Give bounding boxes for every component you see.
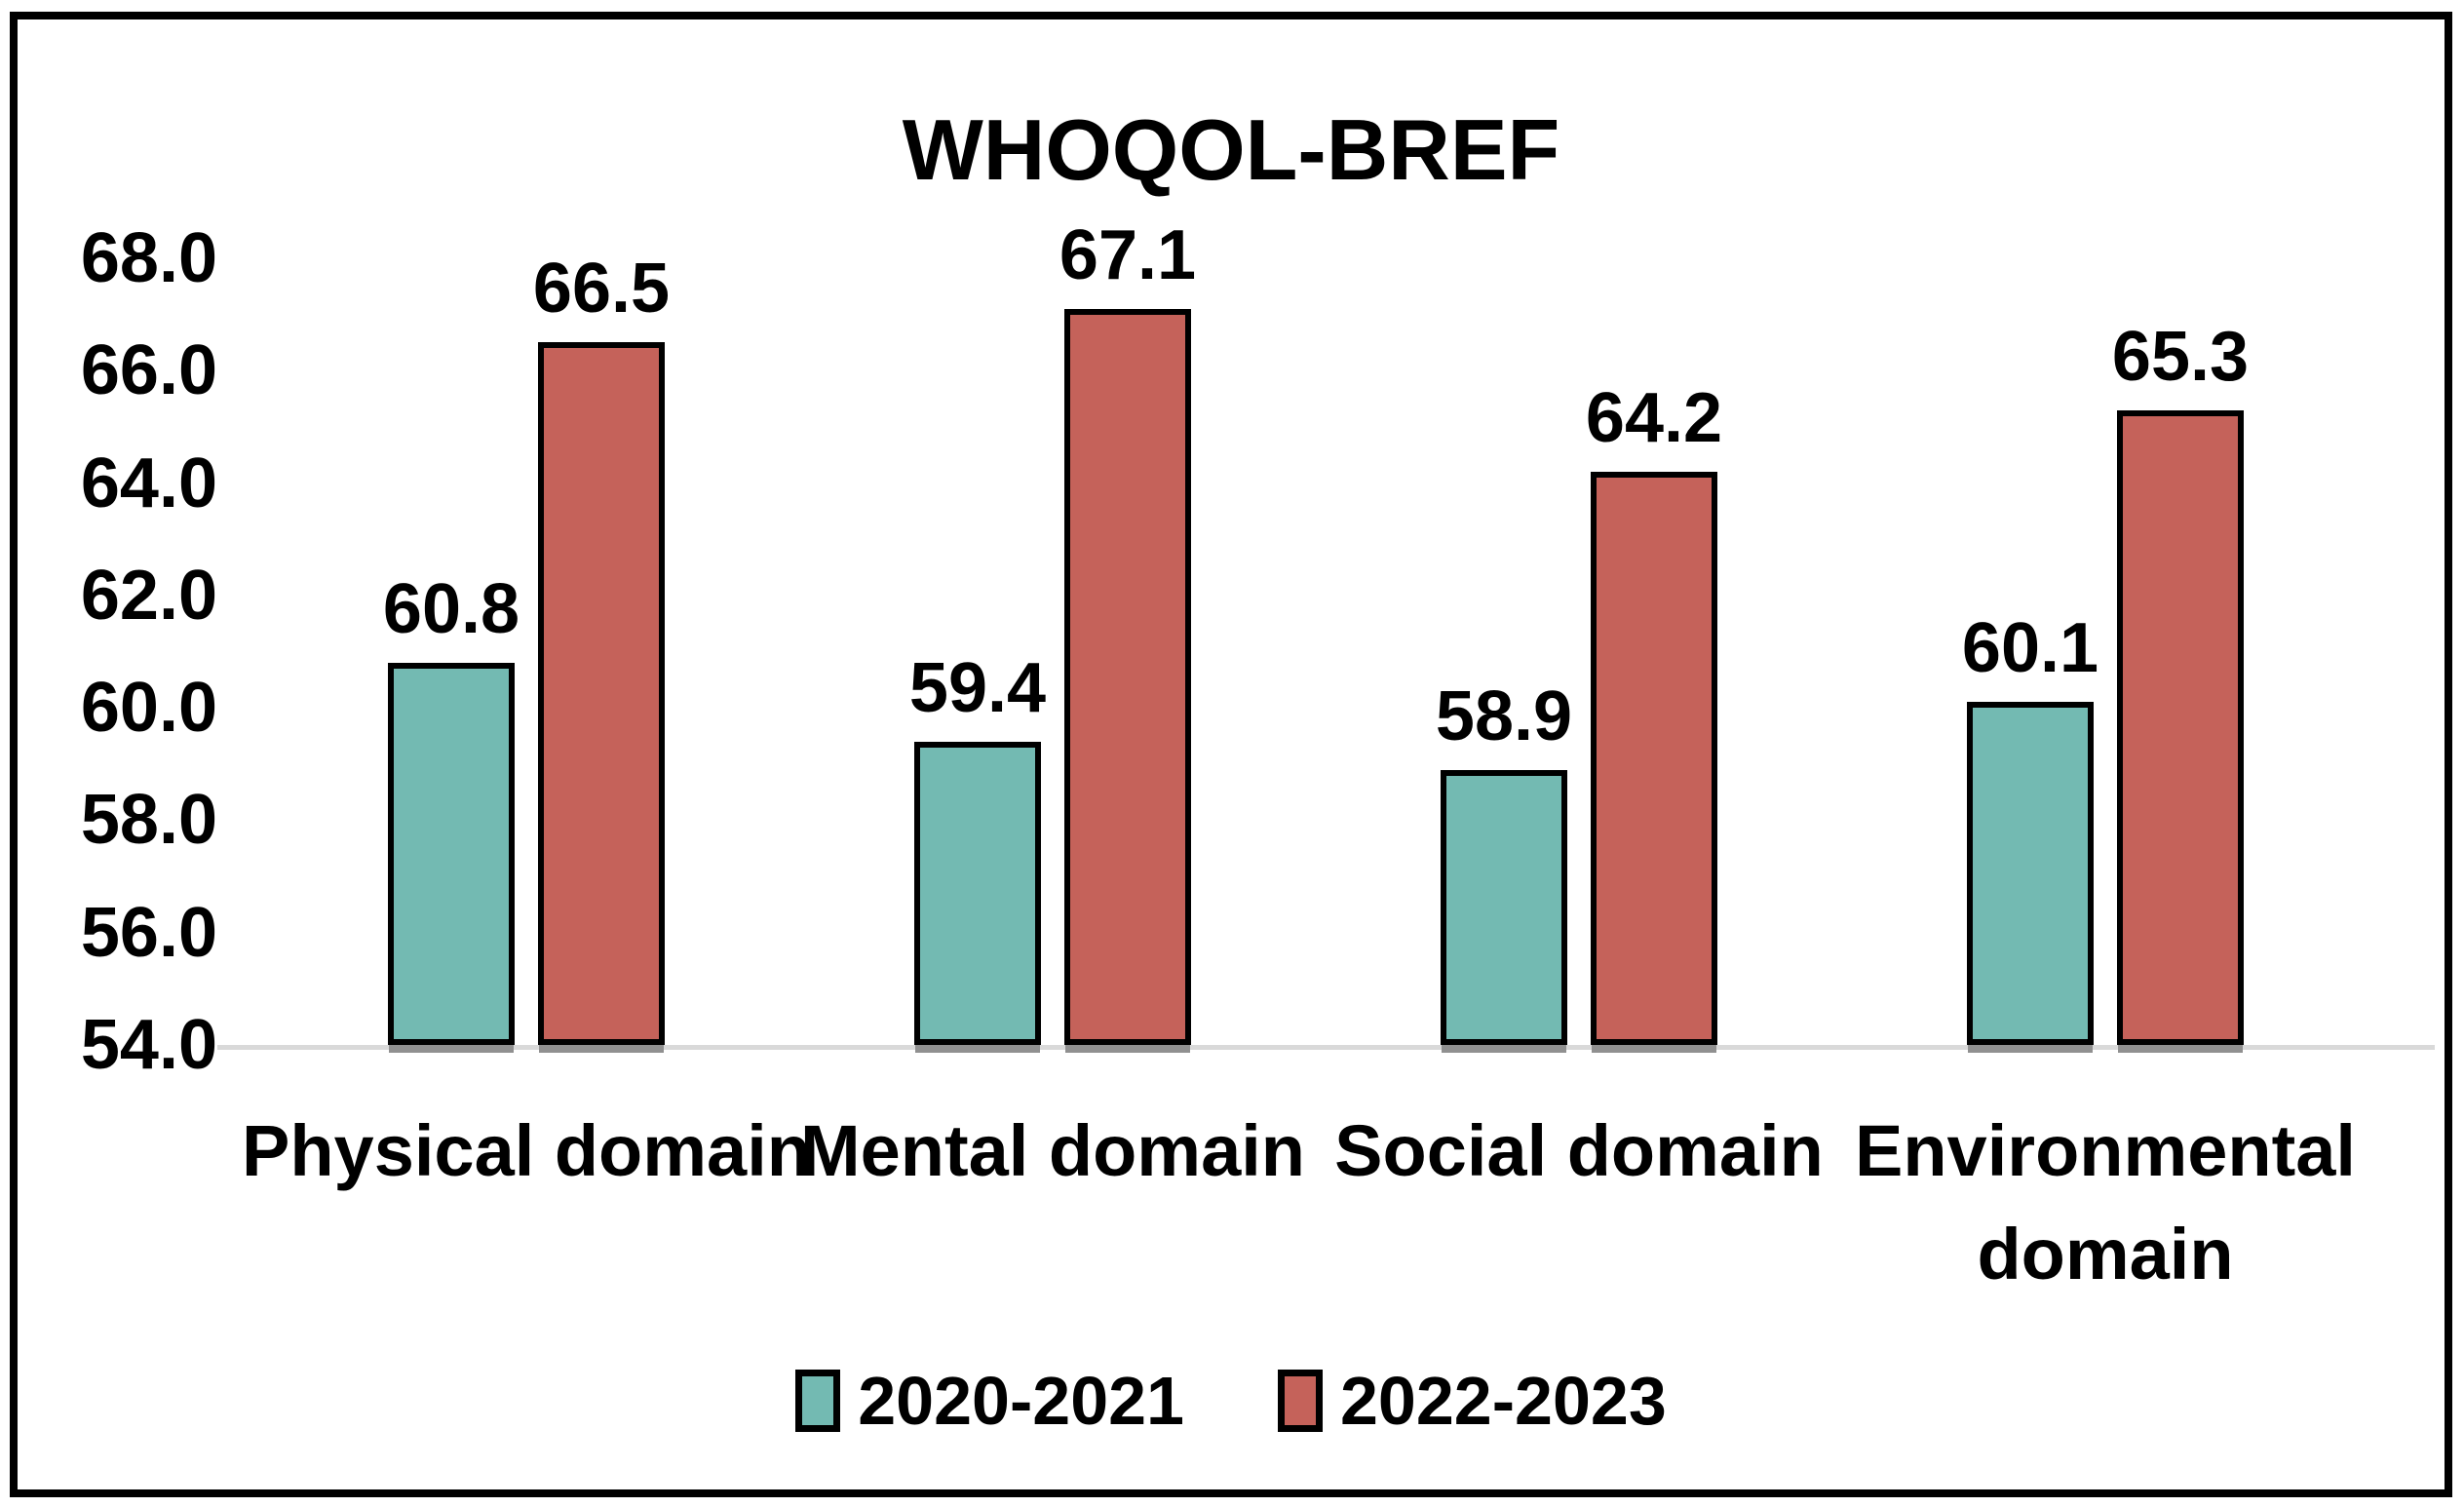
y-axis-tick-label: 66.0 (80, 331, 217, 410)
chart-title: WHOQOL-BREF (902, 101, 1560, 198)
value-label: 66.5 (532, 250, 671, 328)
y-axis-tick-label: 56.0 (80, 893, 217, 972)
legend-label: 2020-2021 (858, 1363, 1184, 1439)
value-label: 59.4 (908, 648, 1047, 727)
value-label: 64.2 (1585, 379, 1723, 458)
legend-label: 2022-2023 (1340, 1363, 1667, 1439)
value-label: 58.9 (1435, 676, 1573, 755)
y-axis-tick-label: 58.0 (80, 781, 217, 860)
value-label: 65.3 (2111, 317, 2250, 396)
x-axis-line (217, 1045, 2435, 1050)
bar-2020-2021-mental (914, 741, 1041, 1045)
legend-swatch-icon (1278, 1370, 1323, 1432)
y-axis-tick-label: 54.0 (80, 1006, 217, 1084)
legend-entry: 2022-2023 (1278, 1367, 1667, 1435)
bar-2020-2021-social (1441, 769, 1567, 1045)
category-label: Physical domain (242, 1110, 811, 1191)
legend: 2020-2021 2022-2023 (18, 1367, 2445, 1435)
bar-2020-2021-physical (388, 663, 515, 1045)
bar-2020-2021-environmental (1967, 702, 2094, 1045)
chart-frame: WHOQOL-BREF 54.0 56.0 58.0 60.0 62.0 64.0 66.0… (10, 12, 2452, 1497)
bar-2022-2023-mental (1064, 308, 1191, 1045)
value-label: 60.8 (382, 570, 520, 649)
y-axis-tick-label: 62.0 (80, 556, 217, 635)
category-label: Environmental domain (1855, 1110, 2356, 1294)
legend-entry: 2020-2021 (795, 1367, 1184, 1435)
value-label: 67.1 (1059, 215, 1197, 294)
y-axis-tick-label: 60.0 (80, 669, 217, 748)
y-axis-tick-label: 64.0 (80, 444, 217, 522)
legend-swatch-icon (795, 1370, 841, 1432)
value-label: 60.1 (1961, 609, 2099, 688)
bar-2022-2023-physical (538, 342, 665, 1045)
bar-2022-2023-environmental (2117, 409, 2244, 1045)
category-label: Social domain (1334, 1110, 1824, 1191)
y-axis-tick-label: 68.0 (80, 219, 217, 297)
category-label: Mental domain (799, 1110, 1306, 1191)
bar-2022-2023-social (1591, 472, 1717, 1045)
